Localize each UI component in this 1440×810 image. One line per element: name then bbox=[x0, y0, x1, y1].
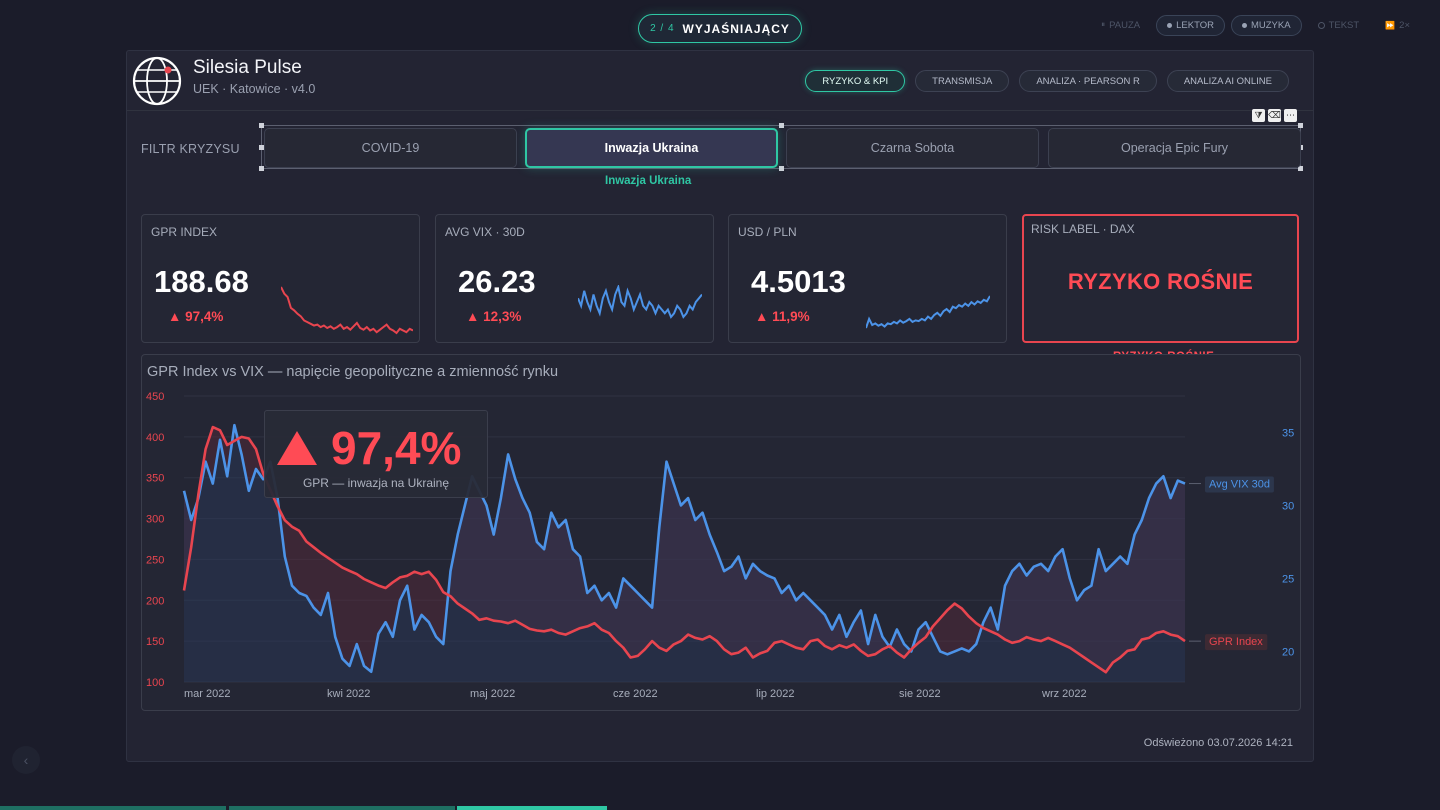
x-tick-label: wrz 2022 bbox=[1041, 688, 1087, 700]
progress-segment-3 bbox=[457, 806, 607, 810]
annotation-text: GPR — inwazja na Ukrainę bbox=[302, 476, 450, 490]
gpr-vix-chart: 100 150 200 250 300 350 400 450 20 25 30 35 mar 2022… bbox=[141, 354, 1301, 711]
nav-analiza-pearson[interactable]: ANALIZA · PEARSON R bbox=[1019, 70, 1157, 92]
dashboard-header: Silesia Pulse UEK · Katowice · v4.0 RYZY… bbox=[127, 51, 1313, 111]
kpi-value: 188.68 bbox=[154, 264, 249, 299]
dot-icon bbox=[1167, 22, 1173, 28]
y-right-tick: 20 bbox=[1282, 646, 1294, 658]
kpi-delta: ▲ 97,4% bbox=[168, 309, 224, 324]
pause-icon: ⏸ bbox=[1101, 20, 1106, 29]
step-label: WYJAŚNIAJĄCY bbox=[682, 21, 790, 36]
nav-ryzyko-kpi[interactable]: RYZYKO & KPI bbox=[805, 70, 906, 92]
nav-analiza-ai[interactable]: ANALIZA AI ONLINE bbox=[1166, 70, 1289, 92]
series-end-label-vix: Avg VIX 30d bbox=[1205, 476, 1274, 493]
risk-label-value: RYZYKO ROŚNIE bbox=[1067, 269, 1254, 294]
annotation-value: 97,4% bbox=[277, 421, 461, 475]
progress-segment-1 bbox=[0, 806, 226, 810]
y-left-tick: 150 bbox=[146, 636, 164, 648]
y-left-tick: 250 bbox=[146, 554, 164, 566]
series-line-gpr bbox=[182, 425, 1186, 674]
kpi-value: 26.23 bbox=[458, 264, 536, 299]
tekst-toggle[interactable]: TEKST bbox=[1308, 15, 1370, 36]
back-arrow-button[interactable]: ‹ bbox=[12, 746, 40, 774]
kpi-card-usdpln: USD / PLN 4.5013 ▲ 11,9% bbox=[728, 214, 1007, 343]
kpi-title: RISK LABEL · DAX bbox=[1031, 222, 1135, 236]
gap-area bbox=[184, 425, 1185, 673]
speed-icon: ⏩ bbox=[1385, 20, 1396, 30]
chart-canvas: 100 150 200 250 300 350 400 450 20 25 30 35 mar 2022… bbox=[146, 391, 1294, 700]
step-index: 2 / 4 bbox=[650, 23, 675, 34]
kpi-delta: ▲ 12,3% bbox=[466, 309, 522, 324]
app-title: Silesia Pulse bbox=[193, 57, 302, 78]
eraser-icon[interactable]: ⌫ bbox=[1268, 109, 1281, 122]
globe-logo-icon bbox=[132, 56, 182, 106]
kpi-card-gpr: GPR INDEX 188.68 ▲ 97,4% bbox=[141, 214, 420, 343]
muzyka-toggle[interactable]: MUZYKA bbox=[1230, 14, 1302, 36]
pause-button[interactable]: ⏸ PAUZA bbox=[1101, 19, 1141, 31]
x-tick-label: lip 2022 bbox=[756, 688, 795, 700]
kpi-title: AVG VIX · 30D bbox=[445, 225, 525, 239]
kpi-card-risk: RISK LABEL · DAX RYZYKO ROŚNIE bbox=[1022, 214, 1299, 343]
selected-crisis-note: Inwazja Ukraina bbox=[605, 175, 692, 187]
y-left-tick: 450 bbox=[146, 391, 164, 403]
app-subtitle: UEK · Katowice · v4.0 bbox=[193, 82, 316, 96]
series-end-label-gpr: GPR Index bbox=[1205, 634, 1268, 651]
kpi-title: GPR INDEX bbox=[151, 225, 218, 239]
top-nav: RYZYKO & KPI TRANSMISJA ANALIZA · PEARSO… bbox=[805, 70, 1289, 92]
more-icon[interactable]: ⋯ bbox=[1284, 109, 1297, 122]
slicer-option-covid[interactable]: COVID-19 bbox=[264, 128, 517, 168]
slicer-option-epic-fury[interactable]: Operacja Epic Fury bbox=[1048, 128, 1301, 168]
playback-controls: ⏸ PAUZA LEKTOR MUZYKA TEKST ⏩ 2× bbox=[1091, 14, 1420, 36]
kpi-sparkline bbox=[281, 286, 413, 335]
vix-area bbox=[184, 425, 1185, 682]
refresh-timestamp: Odświeżono 03.07.2026 14:21 bbox=[1143, 737, 1293, 749]
speed-button[interactable]: ⏩ 2× bbox=[1385, 19, 1410, 31]
nav-transmisja[interactable]: TRANSMISJA bbox=[915, 70, 1010, 92]
ring-icon bbox=[1317, 21, 1325, 29]
step-indicator: 2 / 4 WYJAŚNIAJĄCY bbox=[638, 14, 802, 43]
slicer-option-czarna-sobota[interactable]: Czarna Sobota bbox=[786, 128, 1039, 168]
dashboard-panel: Silesia Pulse UEK · Katowice · v4.0 RYZY… bbox=[126, 50, 1314, 762]
filter-icon[interactable]: ⧩ bbox=[1252, 109, 1265, 122]
sparkline-path bbox=[578, 285, 702, 319]
x-tick-label: cze 2022 bbox=[613, 688, 658, 700]
end-label-box bbox=[1205, 634, 1268, 651]
progress-segment-2 bbox=[229, 806, 455, 810]
kpi-delta: ▲ 11,9% bbox=[755, 309, 810, 324]
sparkline-path bbox=[866, 295, 990, 329]
y-left-tick: 400 bbox=[146, 432, 164, 444]
y-left-tick: 300 bbox=[146, 514, 164, 526]
y-right-tick: 25 bbox=[1282, 573, 1294, 585]
filter-label: FILTR KRYZYSU bbox=[141, 142, 240, 156]
kpi-sparkline bbox=[578, 285, 702, 319]
crisis-slicer: COVID-19 Inwazja Ukraina Czarna Sobota O… bbox=[259, 123, 1303, 171]
dot-icon bbox=[1241, 22, 1247, 28]
annotation-callout: 97,4% GPR — inwazja na Ukrainę bbox=[264, 410, 488, 498]
sparkline-path bbox=[281, 286, 413, 335]
x-tick-label: mar 2022 bbox=[184, 688, 230, 700]
kpi-value: 4.5013 bbox=[751, 264, 846, 299]
kpi-card-vix: AVG VIX · 30D 26.23 ▲ 12,3% bbox=[435, 214, 714, 343]
x-tick-label: maj 2022 bbox=[470, 688, 515, 700]
kpi-sparkline bbox=[866, 295, 990, 329]
chevron-left-icon: ‹ bbox=[23, 752, 29, 768]
end-label-box bbox=[1205, 476, 1274, 493]
lektor-toggle[interactable]: LEKTOR bbox=[1156, 14, 1225, 36]
series-line-vix bbox=[182, 423, 1186, 674]
end-label-text: Avg VIX 30d bbox=[1209, 479, 1270, 491]
y-right-tick: 30 bbox=[1282, 500, 1294, 512]
slicer-option-inwazja[interactable]: Inwazja Ukraina bbox=[525, 128, 778, 168]
y-left-tick: 100 bbox=[146, 677, 164, 689]
y-right-tick: 35 bbox=[1282, 427, 1294, 439]
y-left-tick: 350 bbox=[146, 473, 164, 485]
y-left-tick: 200 bbox=[146, 595, 164, 607]
x-tick-label: sie 2022 bbox=[899, 688, 941, 700]
visual-toolbar: ⧩ ⌫ ⋯ bbox=[1252, 109, 1297, 122]
triangle-up-icon bbox=[277, 431, 317, 465]
x-tick-label: kwi 2022 bbox=[327, 688, 370, 700]
end-label-text: GPR Index bbox=[1209, 636, 1263, 648]
chart-title: GPR Index vs VIX — napięcie geopolityczn… bbox=[147, 364, 559, 380]
kpi-title: USD / PLN bbox=[738, 225, 797, 239]
